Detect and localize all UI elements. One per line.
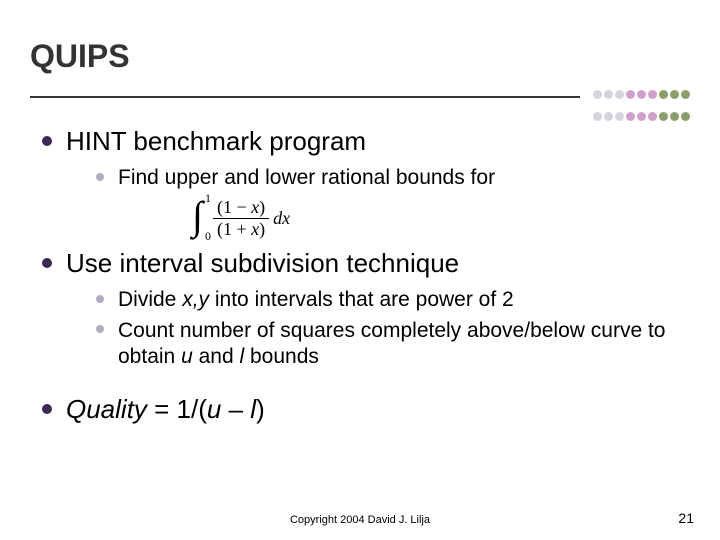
- dot-icon: [670, 90, 679, 99]
- dot-icon: [593, 90, 602, 99]
- dot-icon: [626, 90, 635, 99]
- bullet-dot-icon: [96, 295, 104, 303]
- bullet-level-1: Quality = 1/(u – l): [42, 394, 678, 425]
- dots-row-1: [591, 86, 690, 104]
- dot-icon: [648, 90, 657, 99]
- dot-icon: [604, 90, 613, 99]
- dot-icon: [615, 90, 624, 99]
- bullet-dot-icon: [42, 136, 52, 146]
- bullet-text: Use interval subdivision technique: [66, 248, 459, 278]
- bullet-dot-icon: [96, 173, 104, 181]
- bullet-level-2: Find upper and lower rational bounds for: [96, 165, 678, 191]
- spacer: [42, 374, 678, 388]
- slide: QUIPS HINT benchmark program Find upper a…: [0, 0, 720, 540]
- bullet-dot-icon: [42, 258, 52, 268]
- dot-icon: [681, 90, 690, 99]
- title-underline: [30, 96, 580, 98]
- bullet-level-1: Use interval subdivision technique: [42, 248, 678, 279]
- footer-copyright: Copyright 2004 David J. Lilja: [0, 514, 720, 526]
- page-title: QUIPS: [30, 38, 690, 75]
- footer-page-number: 21: [678, 510, 694, 526]
- bullet-level-1: HINT benchmark program: [42, 126, 678, 157]
- bullet-text: HINT benchmark program: [66, 126, 366, 156]
- bullet-text: Count number of squares completely above…: [118, 319, 665, 368]
- content-area: HINT benchmark program Find upper and low…: [42, 120, 678, 433]
- dot-icon: [681, 112, 690, 121]
- bullet-level-2: Count number of squares completely above…: [96, 318, 678, 371]
- bullet-dot-icon: [42, 404, 52, 414]
- bullet-text: Find upper and lower rational bounds for: [118, 166, 495, 189]
- bullet-text: Quality = 1/(u – l): [66, 394, 265, 424]
- dot-icon: [659, 90, 668, 99]
- equation: 1∫0(1 − x)(1 + x)dx: [192, 197, 678, 240]
- dot-icon: [637, 90, 646, 99]
- bullet-text: Divide x,y into intervals that are power…: [118, 288, 514, 311]
- bullet-dot-icon: [96, 325, 104, 333]
- bullet-level-2: Divide x,y into intervals that are power…: [96, 287, 678, 313]
